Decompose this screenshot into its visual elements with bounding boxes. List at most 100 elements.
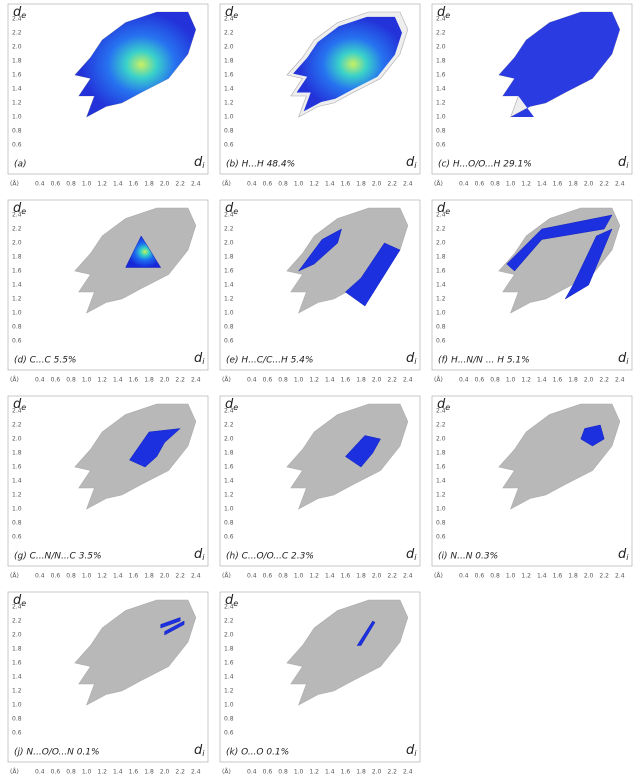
x-axis-label-sub: i <box>202 161 205 170</box>
y-tick-label: 2.2 <box>12 30 22 37</box>
x-axis-label-main: d <box>618 547 627 562</box>
x-tick-label: 1.4 <box>113 377 123 384</box>
y-tick-label: 1.4 <box>436 282 446 289</box>
y-tick-label: 2.4 <box>224 408 234 415</box>
y-tick-label: 1.0 <box>12 506 22 513</box>
y-axis-label-main: d <box>225 201 234 216</box>
x-axis-label-sub: i <box>626 357 629 366</box>
x-tick-label: 2.4 <box>403 181 413 188</box>
x-tick-label: 2.2 <box>599 573 609 580</box>
y-tick-label: 0.6 <box>436 142 446 149</box>
x-tick-label: 2.0 <box>584 377 594 384</box>
y-axis-label: de <box>13 397 26 412</box>
x-tick-label: 0.8 <box>278 181 288 188</box>
y-tick-label: 1.6 <box>12 660 22 667</box>
panel-label: (a) <box>14 160 27 170</box>
y-axis-label: de <box>437 397 450 412</box>
y-tick-label: 0.6 <box>224 338 234 345</box>
panel-label: (e) H...C/C...H 5.4% <box>226 356 313 366</box>
y-tick-label: 2.0 <box>224 44 234 51</box>
x-tick-label: 2.2 <box>175 181 185 188</box>
y-tick-label: 1.0 <box>12 310 22 317</box>
x-tick-label: 0.6 <box>263 769 273 776</box>
x-tick-label: 2.4 <box>403 769 413 776</box>
x-axis-unit: (Å) <box>222 769 231 776</box>
x-tick-label: 0.4 <box>35 769 45 776</box>
x-axis-unit: (Å) <box>222 377 231 384</box>
panel-label: (b) H...H 48.4% <box>226 160 295 170</box>
x-tick-label: 0.6 <box>51 769 61 776</box>
x-axis-label: di <box>194 743 205 758</box>
y-tick-label: 0.8 <box>12 128 22 135</box>
x-tick-label: 0.4 <box>459 573 469 580</box>
y-tick-label: 1.6 <box>12 268 22 275</box>
y-tick-label: 0.8 <box>12 324 22 331</box>
x-tick-label: 2.0 <box>584 573 594 580</box>
x-tick-label: 0.8 <box>490 377 500 384</box>
y-tick-label: 2.0 <box>224 436 234 443</box>
y-tick-label: 1.6 <box>12 464 22 471</box>
y-tick-label: 1.0 <box>436 310 446 317</box>
x-axis-label-main: d <box>194 743 203 758</box>
y-tick-label: 0.6 <box>12 338 22 345</box>
y-tick-label: 0.8 <box>224 716 234 723</box>
x-axis-label-sub: i <box>626 553 629 562</box>
x-tick-label: 2.0 <box>160 181 170 188</box>
x-axis-unit: (Å) <box>222 573 231 580</box>
y-tick-label: 1.0 <box>224 310 234 317</box>
y-tick-label: 0.8 <box>224 324 234 331</box>
y-tick-label: 0.6 <box>224 142 234 149</box>
y-tick-label: 1.0 <box>12 702 22 709</box>
x-tick-label: 1.0 <box>294 769 304 776</box>
y-axis-label-sub: e <box>21 207 26 216</box>
x-axis-label-main: d <box>194 351 203 366</box>
x-tick-label: 1.8 <box>144 573 154 580</box>
panel-label: (g) C...N/N...C 3.5% <box>14 552 102 562</box>
y-tick-label: 2.4 <box>436 212 446 219</box>
x-tick-label: 2.4 <box>191 377 201 384</box>
panel-label: (c) H...O/O...H 29.1% <box>438 160 532 170</box>
x-tick-label: 1.8 <box>568 377 578 384</box>
y-axis-label: de <box>225 593 238 608</box>
fingerprint-highlight <box>564 228 613 300</box>
fingerprint-highlight <box>293 16 402 112</box>
x-tick-label: 2.4 <box>191 573 201 580</box>
x-axis-label-sub: i <box>626 161 629 170</box>
x-tick-label: 1.6 <box>553 573 563 580</box>
x-tick-label: 1.6 <box>341 769 351 776</box>
y-axis-label-sub: e <box>21 599 26 608</box>
x-tick-label: 2.0 <box>160 573 170 580</box>
x-tick-label: 1.2 <box>97 377 107 384</box>
x-tick-label: 1.6 <box>129 181 139 188</box>
y-axis-label: de <box>437 201 450 216</box>
y-tick-label: 2.2 <box>436 422 446 429</box>
y-axis-label-main: d <box>13 201 22 216</box>
x-tick-label: 0.4 <box>247 377 257 384</box>
y-tick-label: 1.0 <box>436 114 446 121</box>
x-axis-label: di <box>406 155 417 170</box>
x-axis-label-sub: i <box>414 749 417 758</box>
x-tick-label: 2.4 <box>191 769 201 776</box>
fingerprint-highlight <box>356 620 376 646</box>
y-tick-label: 0.6 <box>224 730 234 737</box>
x-tick-label: 1.0 <box>294 573 304 580</box>
y-tick-label: 2.4 <box>12 212 22 219</box>
y-tick-label: 0.6 <box>12 534 22 541</box>
x-tick-label: 0.6 <box>51 181 61 188</box>
y-tick-label: 1.8 <box>436 450 446 457</box>
x-tick-label: 1.0 <box>82 769 92 776</box>
y-tick-label: 1.0 <box>436 506 446 513</box>
x-tick-label: 0.6 <box>51 377 61 384</box>
x-axis-label-sub: i <box>202 749 205 758</box>
x-tick-label: 1.4 <box>113 181 123 188</box>
x-tick-label: 2.4 <box>615 377 625 384</box>
y-tick-label: 1.2 <box>436 100 446 107</box>
y-axis-label: de <box>13 201 26 216</box>
x-tick-label: 1.2 <box>97 181 107 188</box>
x-axis-unit: (Å) <box>434 573 443 580</box>
x-tick-label: 1.6 <box>553 377 563 384</box>
